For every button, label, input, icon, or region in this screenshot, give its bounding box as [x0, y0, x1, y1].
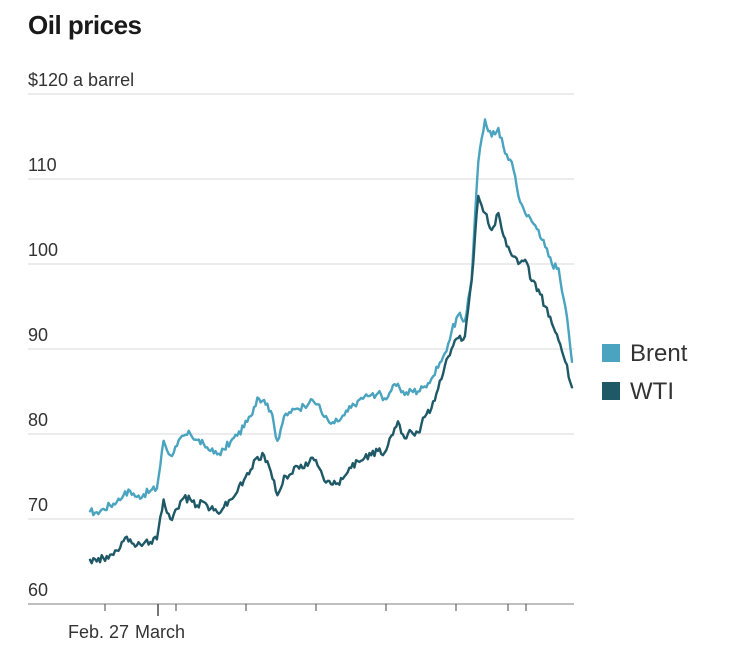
x-tick-label-march: March [135, 622, 185, 642]
y-tick-label-80: 80 [28, 410, 48, 430]
y-tick-label-110: 110 [28, 155, 57, 175]
gridlines [28, 93, 574, 605]
legend-label-brent: Brent [630, 340, 688, 367]
y-axis-tick-labels: 60 70 80 90 100 110 $120 a barrel [28, 70, 134, 600]
legend-label-wti: WTI [630, 378, 674, 405]
y-tick-label-60: 60 [28, 580, 48, 600]
x-tick-label-feb-27: Feb. 27 [68, 622, 129, 642]
legend-swatch-wti [602, 382, 620, 400]
series-line-brent [88, 118, 574, 517]
chart-title: Oil prices [28, 10, 142, 40]
x-axis: Feb. 27 March [28, 603, 574, 642]
y-tick-label-90: 90 [28, 325, 48, 345]
y-tick-label-100: 100 [28, 240, 58, 260]
legend: Brent WTI [602, 340, 688, 405]
y-tick-label-120: $120 a barrel [28, 70, 134, 90]
legend-swatch-brent [602, 344, 620, 362]
y-tick-label-70: 70 [28, 495, 48, 515]
series-lines [88, 118, 574, 565]
series-line-wti [88, 194, 574, 565]
